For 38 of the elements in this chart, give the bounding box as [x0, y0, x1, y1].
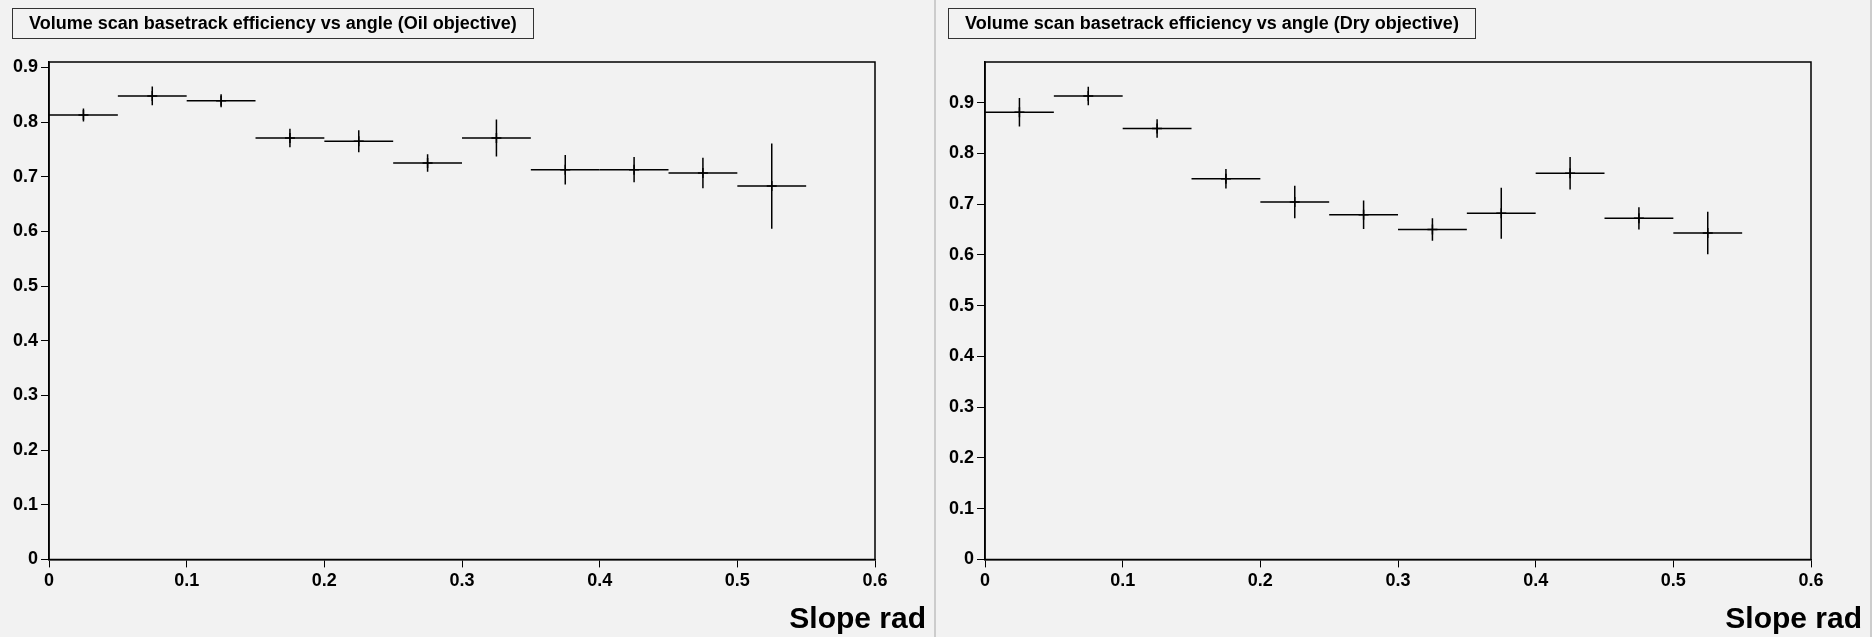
chart-title: Volume scan basetrack efficiency vs angle (Oil objective) [12, 8, 534, 39]
y-tick-label: 0.5 [948, 294, 975, 315]
x-tick-label: 0.5 [724, 570, 750, 591]
y-tick-label: 0.9 [948, 91, 975, 112]
x-tick-label: 0.4 [587, 570, 613, 591]
chart-title: Volume scan basetrack efficiency vs angle (Dry objective) [948, 8, 1476, 39]
x-tick-label: 0.3 [1385, 570, 1411, 591]
y-tick-label: 0.7 [948, 193, 975, 214]
y-tick-label: 0.8 [12, 111, 39, 132]
y-tick-label: 0 [964, 548, 975, 569]
x-tick-label: 0.6 [1798, 570, 1824, 591]
x-tick-label: 0.1 [1110, 570, 1136, 591]
y-tick-label: 0.2 [948, 446, 975, 467]
x-tick-label: 0.4 [1523, 570, 1549, 591]
y-tick-label: 0.1 [948, 497, 975, 518]
x-tick-label: 0.5 [1660, 570, 1686, 591]
y-tick-label: 0.9 [12, 56, 39, 77]
y-tick-label: 0.3 [948, 396, 975, 417]
y-tick-label: 0.2 [12, 439, 39, 460]
y-tick-label: 0.6 [12, 220, 39, 241]
x-tick-label: 0 [980, 570, 991, 591]
y-tick-label: 0.8 [948, 142, 975, 163]
x-tick-label: 0.3 [449, 570, 475, 591]
y-tick-label: 0.3 [12, 384, 39, 405]
y-tick-label: 0.4 [948, 345, 975, 366]
x-tick-label: 0.1 [174, 570, 200, 591]
x-axis-title: Slope rad [789, 601, 926, 635]
y-tick-label: 0.6 [948, 243, 975, 264]
x-tick-label: 0.2 [311, 570, 337, 591]
x-tick-label: 0.2 [1247, 570, 1273, 591]
y-tick-label: 0.4 [12, 329, 39, 350]
y-tick-label: 0 [28, 548, 39, 569]
y-tick-label: 0.5 [12, 275, 39, 296]
y-tick-label: 0.7 [12, 165, 39, 186]
x-axis-title: Slope rad [1725, 601, 1862, 635]
x-tick-label: 0.6 [862, 570, 888, 591]
x-tick-label: 0 [44, 570, 55, 591]
y-tick-label: 0.1 [12, 493, 39, 514]
